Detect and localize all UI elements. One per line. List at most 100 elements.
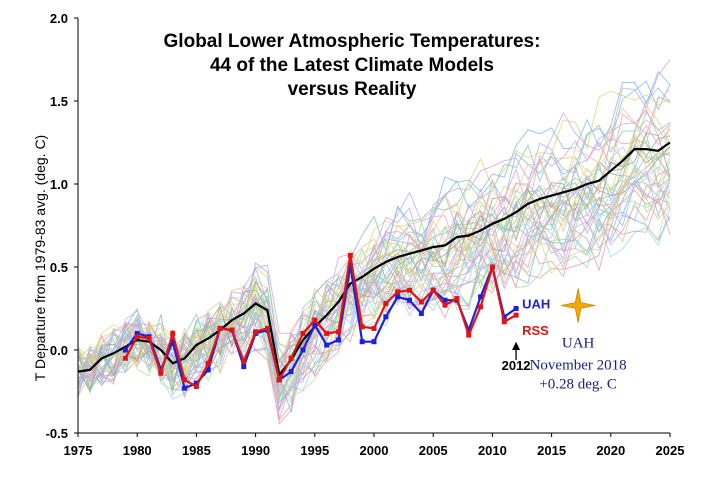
rss-point — [229, 327, 235, 333]
uah-point — [312, 322, 318, 328]
uah-point — [442, 297, 448, 303]
uah-point — [359, 339, 365, 345]
rss-point — [217, 325, 223, 331]
uah-point — [193, 380, 199, 386]
rss-line — [124, 255, 517, 389]
rss-point — [324, 330, 330, 336]
star-marker-icon — [561, 288, 596, 323]
rss-point — [371, 325, 377, 331]
rss-point — [312, 317, 318, 323]
y-tick-label: 0.5 — [50, 260, 68, 275]
rss-point — [501, 319, 507, 325]
uah-point — [300, 347, 306, 353]
model-run-line — [77, 169, 671, 410]
y-axis-label: T Departure from 1979-83 avg. (deg. C) — [32, 135, 48, 381]
chart-title-line-3: versus Reality — [288, 79, 417, 100]
uah-point — [324, 342, 330, 348]
rss-point — [383, 301, 389, 307]
rss-point — [276, 377, 282, 383]
y-tick-label: 1.0 — [50, 177, 68, 192]
rss-point — [193, 384, 199, 390]
uah-point — [241, 364, 247, 370]
rss-point — [300, 330, 306, 336]
rss-point — [418, 299, 424, 305]
model-run-line — [77, 214, 671, 414]
chart-title-line-2: 44 of the Latest Climate Models — [210, 55, 494, 76]
rss-point — [264, 325, 270, 331]
uah-point — [182, 385, 188, 391]
rss-point — [241, 359, 247, 365]
model-run-line — [77, 196, 671, 421]
rss-point — [454, 296, 460, 302]
rss-point — [359, 324, 365, 330]
rss-point — [395, 289, 401, 295]
x-tick-label: 1995 — [300, 443, 329, 458]
uah-point — [418, 310, 424, 316]
rss-point — [182, 377, 188, 383]
uah-point — [478, 294, 484, 300]
uah-point — [347, 262, 353, 268]
rss-point — [253, 329, 259, 335]
uah-point — [288, 369, 294, 375]
x-tick-label: 1980 — [123, 443, 152, 458]
rss-point — [170, 330, 176, 336]
uah-point — [395, 294, 401, 300]
annotations: 2012 UAH November 2018 +0.28 deg. C — [502, 288, 627, 393]
x-tick-label: 2020 — [596, 443, 625, 458]
year-marker-label: 2012 — [502, 358, 531, 373]
star-label: UAH — [562, 336, 595, 352]
uah-line — [124, 263, 517, 390]
rss-point — [430, 287, 436, 293]
uah-point — [383, 314, 389, 320]
x-tick-label: 2010 — [478, 443, 507, 458]
model-run-line — [77, 136, 671, 405]
y-tick-label: -0.5 — [46, 426, 68, 441]
rss-point — [205, 360, 211, 366]
rss-point — [442, 302, 448, 308]
model-run-line — [77, 145, 671, 389]
rss-point — [122, 355, 128, 361]
x-tick-label: 2025 — [656, 443, 685, 458]
note-line-2: +0.28 deg. C — [539, 377, 617, 393]
uah-point — [335, 337, 341, 343]
x-tick-label: 2005 — [419, 443, 448, 458]
model-run-line — [77, 119, 671, 397]
rss-point — [407, 287, 413, 293]
model-run-line — [77, 208, 671, 413]
rss-point — [335, 329, 341, 335]
rss-point — [478, 304, 484, 310]
rss-point — [489, 264, 495, 270]
uah-point — [371, 339, 377, 345]
uah-point — [205, 367, 211, 373]
year-marker-arrowhead — [512, 341, 521, 350]
uah-point — [407, 297, 413, 303]
model-run-line — [77, 88, 671, 378]
x-tick-label: 2000 — [360, 443, 389, 458]
uah-point — [466, 327, 472, 333]
x-tick-label: 1975 — [64, 443, 93, 458]
uah-point — [170, 339, 176, 345]
uah-point — [122, 347, 128, 353]
y-tick-label: 0.0 — [50, 343, 68, 358]
x-tick-label: 1990 — [241, 443, 270, 458]
y-tick-label: 1.5 — [50, 94, 68, 109]
uah-series-label: UAH — [522, 297, 550, 312]
uah-point — [513, 306, 519, 311]
rss-point — [513, 312, 519, 318]
rss-point — [347, 252, 353, 258]
rss-point — [146, 335, 152, 341]
rss-series-label: RSS — [522, 323, 549, 338]
rss-point — [466, 332, 472, 338]
observations: UAH RSS — [122, 252, 550, 391]
model-run-line — [77, 189, 671, 425]
note-line-1: November 2018 — [530, 358, 627, 374]
chart-title-line-1: Global Lower Atmospheric Temperatures: — [164, 31, 541, 52]
rss-point — [288, 355, 294, 361]
x-tick-label: 1985 — [182, 443, 211, 458]
rss-point — [158, 370, 164, 376]
y-tick-label: 2.0 — [50, 11, 68, 26]
tick-labels: 1975 1980 1985 1990 1995 2000 2005 2010 2015 2020… — [46, 11, 685, 458]
x-tick-label: 2015 — [537, 443, 566, 458]
rss-point — [134, 334, 140, 340]
